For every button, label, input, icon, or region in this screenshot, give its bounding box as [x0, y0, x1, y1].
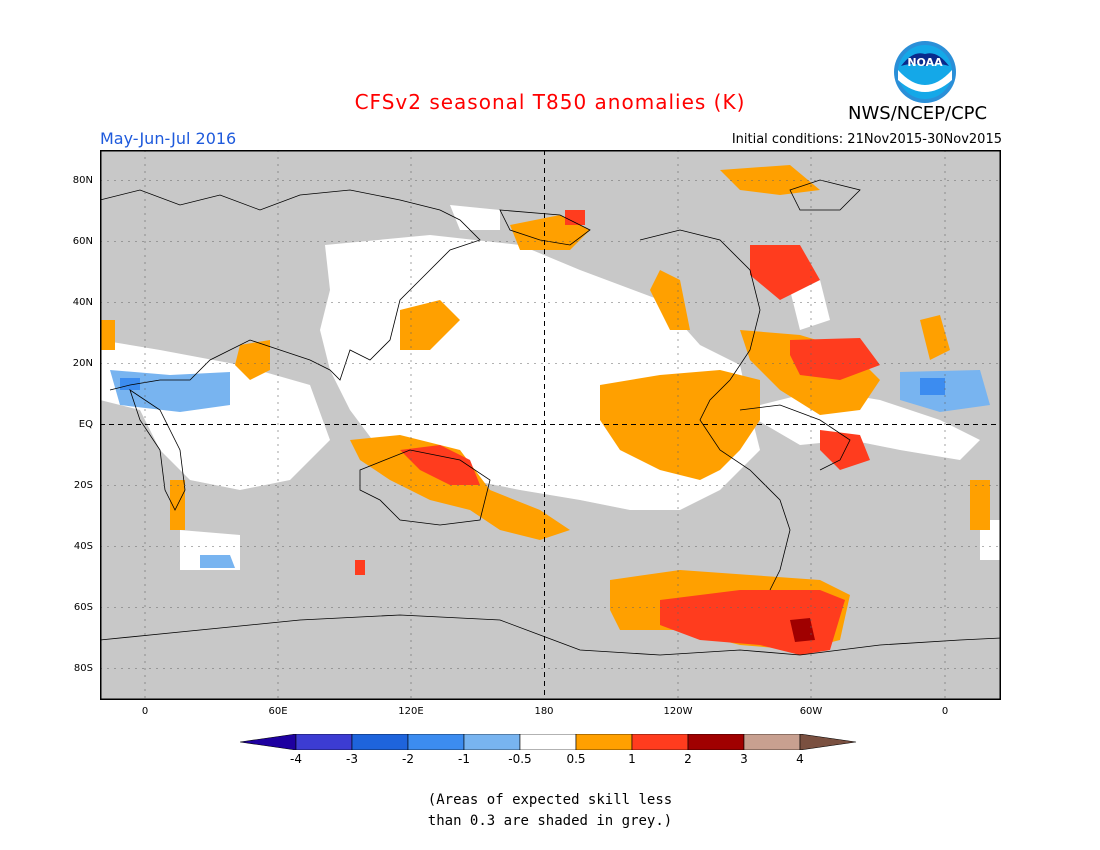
- lon-label-120w: 120W: [663, 706, 693, 717]
- colorbar-tick: -4: [290, 752, 302, 766]
- colorbar-cell: [631, 734, 689, 750]
- anomaly-neg-1-2: [120, 378, 945, 395]
- colorbar-cell: [295, 734, 353, 750]
- lon-label-180: 180: [534, 706, 554, 717]
- lat-label-eq: EQ: [78, 419, 93, 430]
- colorbar-arrow-low: [240, 734, 297, 750]
- colorbar-cell: [519, 734, 577, 750]
- colorbar-cell: [687, 734, 745, 750]
- colorbar-arrow-high: [799, 734, 857, 750]
- skill-note-line2: than 0.3 are shaded in grey.): [427, 813, 673, 829]
- lon-label-60w: 60W: [799, 706, 823, 717]
- lon-label-60e: 60E: [268, 706, 288, 717]
- colorbar-tick: 3: [740, 752, 748, 766]
- colorbar-cell: [407, 734, 465, 750]
- initial-conditions-label: Initial conditions: 21Nov2015-30Nov2015: [731, 132, 1002, 147]
- colorbar-cell: [575, 734, 633, 750]
- lat-label-80n: 80N: [72, 175, 93, 186]
- anomaly-1-2: [355, 210, 880, 655]
- agency-label: NWS/NCEP/CPC: [848, 103, 988, 124]
- anomaly-2-3: [790, 618, 815, 642]
- lat-label-40n: 40N: [72, 297, 93, 308]
- colorbar-tick: 1: [628, 752, 636, 766]
- colorbar-tick: 0.5: [566, 752, 586, 766]
- noaa-logo: NOAA: [894, 41, 956, 103]
- lon-label-120e: 120E: [398, 706, 424, 717]
- lat-label-60s: 60S: [73, 602, 93, 613]
- colorbar-tick: -0.5: [508, 752, 532, 766]
- colorbar-cell: [743, 734, 801, 750]
- chart-title: CFSv2 seasonal T850 anomalies (K): [354, 90, 746, 114]
- colorbar-tick: -3: [346, 752, 358, 766]
- coastlines: [100, 179, 1001, 656]
- map-border: [100, 150, 1001, 700]
- colorbar-tick: -2: [402, 752, 414, 766]
- colorbar: [240, 734, 857, 750]
- colorbar-cell: [351, 734, 409, 750]
- lat-label-40s: 40S: [73, 541, 93, 552]
- colorbar-tick: 2: [684, 752, 692, 766]
- skill-note-line1: (Areas of expected skill less: [427, 792, 673, 808]
- anomaly-map: [100, 150, 1001, 700]
- logo-text: NOAA: [907, 56, 943, 69]
- lon-label-0: 0: [141, 706, 149, 717]
- lat-label-60n: 60N: [72, 236, 93, 247]
- season-label: May-Jun-Jul 2016: [100, 129, 237, 148]
- colorbar-tick: 4: [796, 752, 804, 766]
- colorbar-cell: [463, 734, 521, 750]
- lat-label-20n: 20N: [72, 358, 93, 369]
- lat-label-80s: 80S: [73, 663, 93, 674]
- colorbar-tick: -1: [458, 752, 470, 766]
- lat-label-20s: 20S: [73, 480, 93, 491]
- lon-label-0-east: 0: [941, 706, 949, 717]
